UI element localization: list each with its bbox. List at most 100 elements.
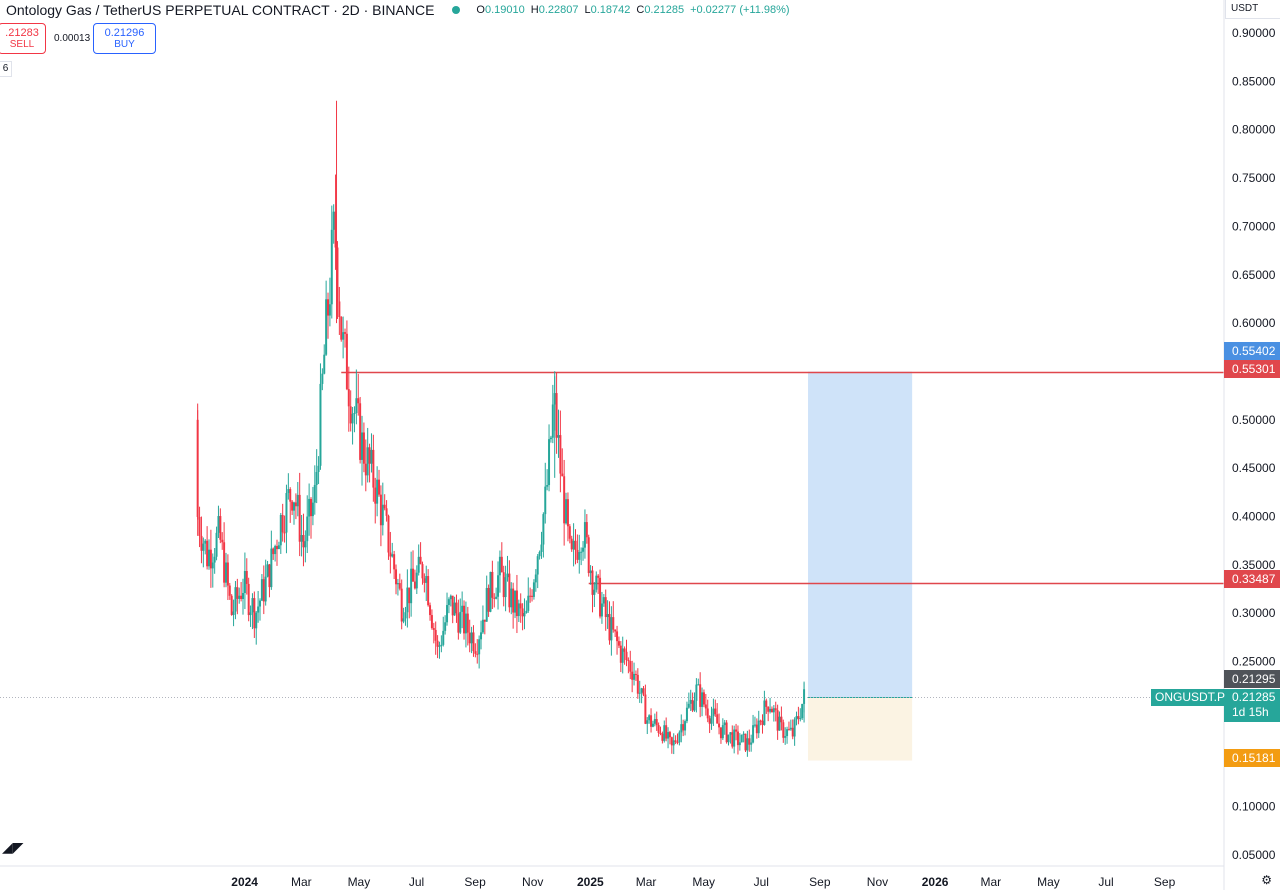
candle-body — [436, 640, 439, 647]
candle-body — [234, 587, 237, 612]
candle-body — [653, 719, 656, 724]
candle-body — [455, 602, 458, 614]
candle-body — [538, 551, 541, 557]
candle-body — [381, 504, 384, 526]
candle-body — [262, 579, 265, 602]
candle-body — [625, 651, 628, 661]
tradingview-logo-icon[interactable]: ◢◤ — [2, 839, 24, 855]
sell-button[interactable]: .21283 SELL — [0, 23, 46, 54]
currency-label[interactable]: USDT — [1225, 0, 1280, 19]
candle-body — [691, 699, 694, 711]
x-tick-label: May — [348, 875, 371, 889]
candle-body — [544, 486, 547, 515]
candle-body — [202, 543, 205, 551]
candle-body — [209, 549, 212, 569]
candle-body — [321, 373, 324, 384]
y-tick-label: 0.50000 — [1232, 413, 1276, 427]
candle-body — [512, 588, 515, 613]
candle-body — [279, 514, 282, 546]
candle-body — [693, 700, 696, 711]
candle-body — [251, 598, 254, 613]
candle-body — [464, 613, 467, 634]
candle-body — [472, 632, 475, 652]
candle-body — [240, 595, 243, 599]
candle-body — [274, 546, 277, 555]
candle-body — [255, 612, 258, 629]
candle-body — [444, 622, 447, 631]
candle-body — [723, 722, 726, 726]
candle-body — [453, 602, 456, 616]
symbol-title[interactable]: Ontology Gas / TetherUS PERPETUAL CONTRA… — [6, 2, 435, 18]
candle-body — [421, 564, 424, 579]
candle-body — [257, 606, 260, 613]
candle-body — [334, 211, 337, 248]
candle-body — [559, 435, 562, 474]
candle-body — [249, 612, 252, 616]
candle-body — [497, 575, 500, 597]
candle-body — [466, 613, 469, 633]
indicator-count[interactable]: 6 — [0, 61, 12, 77]
candle-body — [506, 573, 509, 578]
candle-body — [517, 603, 520, 617]
gear-icon[interactable]: ⚙ — [1261, 873, 1272, 887]
candle-body — [519, 603, 522, 609]
candle-body — [440, 644, 443, 646]
candle-body — [736, 731, 739, 746]
candle-body — [684, 721, 687, 731]
candle-body — [752, 725, 755, 743]
candle-body — [795, 716, 798, 720]
candle-body — [710, 715, 713, 724]
candle-body — [627, 660, 630, 662]
candle-body — [419, 556, 422, 565]
candle-body — [735, 729, 738, 732]
candle-body — [429, 605, 432, 616]
buy-button[interactable]: 0.21296 BUY — [93, 23, 156, 54]
candle-body — [336, 247, 339, 302]
y-tick-label: 0.90000 — [1232, 26, 1276, 40]
y-tick-label: 0.05000 — [1232, 848, 1276, 862]
candle-body — [374, 487, 377, 504]
candle-body — [493, 597, 496, 599]
candle-body — [361, 432, 364, 460]
candle-body — [379, 494, 382, 526]
candle-body — [302, 535, 305, 548]
candle-body — [489, 571, 492, 612]
candle-body — [542, 514, 545, 545]
candle-body — [208, 549, 211, 567]
ohlc-open: O0.19010 — [476, 4, 525, 16]
candle-body — [629, 661, 632, 672]
candle-body — [306, 516, 309, 542]
candle-body — [389, 552, 392, 557]
candle-body — [791, 727, 794, 737]
y-tick-label: 0.75000 — [1232, 171, 1276, 185]
candle-body — [644, 694, 647, 724]
candle-body — [651, 723, 654, 727]
candle-body — [226, 562, 229, 586]
horizontal-levels — [0, 371, 1224, 699]
candle-body — [731, 732, 734, 747]
candle-body — [631, 671, 634, 680]
candle-body — [404, 612, 407, 619]
candle-body — [393, 554, 396, 570]
candle-body — [281, 514, 284, 533]
x-tick-label: Mar — [636, 875, 657, 889]
candle-body — [599, 577, 602, 617]
sell-price: .21283 — [5, 27, 39, 39]
candle-body — [555, 393, 558, 438]
candle-body — [427, 576, 430, 606]
candle-body — [763, 700, 766, 725]
candle-body — [676, 741, 679, 743]
candle-body — [670, 737, 673, 746]
candle-body — [642, 688, 645, 695]
resistance-top-tag: 0.55301 — [1224, 360, 1280, 378]
candle-body — [636, 674, 639, 694]
candle-body — [585, 522, 588, 538]
candle-body — [797, 716, 800, 719]
candle-body — [597, 575, 600, 578]
time-axis: 2024 Mar May Jul Sep Nov 2025 Mar May Jul Sep Nov 20… — [0, 865, 1224, 889]
candle-body — [714, 708, 717, 715]
candle-body — [310, 498, 313, 517]
candle-body — [277, 545, 280, 550]
candle-body — [761, 720, 764, 725]
